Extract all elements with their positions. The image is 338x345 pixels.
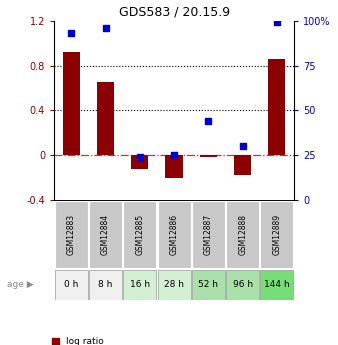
FancyBboxPatch shape: [226, 201, 259, 268]
Bar: [200, 155, 217, 157]
FancyBboxPatch shape: [123, 201, 156, 268]
Text: GSM12883: GSM12883: [67, 214, 76, 255]
Text: 16 h: 16 h: [130, 279, 150, 288]
Text: GSM12886: GSM12886: [170, 214, 178, 255]
Bar: [268, 59, 286, 155]
Text: GSM12887: GSM12887: [204, 214, 213, 255]
Text: GSM12888: GSM12888: [238, 214, 247, 255]
FancyBboxPatch shape: [89, 201, 122, 268]
Point: [103, 25, 108, 31]
Title: GDS583 / 20.15.9: GDS583 / 20.15.9: [119, 5, 230, 18]
Bar: [63, 52, 80, 155]
Text: GSM12884: GSM12884: [101, 214, 110, 255]
FancyBboxPatch shape: [55, 270, 88, 299]
FancyBboxPatch shape: [192, 270, 225, 299]
FancyBboxPatch shape: [123, 270, 156, 299]
Bar: [234, 155, 251, 175]
Point: [274, 20, 280, 25]
FancyBboxPatch shape: [158, 201, 191, 268]
FancyBboxPatch shape: [192, 201, 225, 268]
Text: GSM12885: GSM12885: [135, 214, 144, 255]
FancyBboxPatch shape: [261, 201, 293, 268]
FancyBboxPatch shape: [55, 201, 88, 268]
FancyBboxPatch shape: [226, 270, 259, 299]
Text: GSM12889: GSM12889: [272, 214, 282, 255]
FancyBboxPatch shape: [89, 270, 122, 299]
Legend: log ratio, percentile rank within the sample: log ratio, percentile rank within the sa…: [52, 337, 219, 345]
Text: 96 h: 96 h: [233, 279, 253, 288]
Bar: [166, 155, 183, 178]
Point: [137, 154, 143, 160]
Text: 144 h: 144 h: [264, 279, 290, 288]
Text: 28 h: 28 h: [164, 279, 184, 288]
Bar: [131, 155, 148, 169]
Point: [171, 152, 177, 158]
Text: 0 h: 0 h: [64, 279, 78, 288]
Text: 8 h: 8 h: [98, 279, 113, 288]
Point: [240, 144, 245, 149]
Point: [206, 118, 211, 124]
FancyBboxPatch shape: [158, 270, 191, 299]
FancyBboxPatch shape: [261, 270, 293, 299]
Text: age ▶: age ▶: [7, 280, 33, 289]
Bar: [97, 82, 114, 155]
Text: 52 h: 52 h: [198, 279, 218, 288]
Point: [69, 30, 74, 36]
